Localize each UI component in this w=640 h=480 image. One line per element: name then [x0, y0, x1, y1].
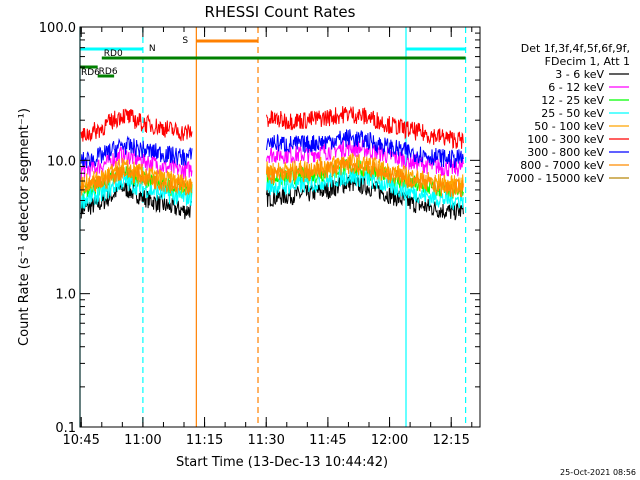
x-tick-label: 11:30 — [247, 433, 284, 448]
x-tick-label: 12:15 — [432, 433, 469, 448]
decimation-label: RD6 — [81, 68, 100, 78]
legend-label: 12 - 25 keV — [541, 94, 604, 107]
footer-timestamp: 25-Oct-2021 08:56 — [560, 468, 636, 477]
x-tick-label: 10:45 — [62, 433, 99, 448]
legend-label: 25 - 50 keV — [541, 107, 604, 120]
legend-header-line-1: Det 1f,3f,4f,5f,6f,9f, — [521, 42, 630, 55]
y-tick-label: 1.0 — [55, 288, 76, 303]
legend-label: 3 - 6 keV — [555, 68, 604, 81]
chart-title: RHESSI Count Rates — [205, 3, 356, 21]
series-line-0 — [80, 175, 464, 221]
legend-label: 800 - 7000 keV — [520, 159, 604, 172]
axes-layer: 0.1 1.0 10.0 100.0 10:45 11:00 11:15 11:30 11:45… — [39, 21, 481, 448]
legend-header-line-2: FDecim 1, Att 1 — [545, 55, 630, 68]
legend-label: 100 - 300 keV — [527, 133, 604, 146]
y-tick-label: 10.0 — [47, 154, 76, 169]
series-line-7 — [80, 156, 464, 198]
x-tick-label: 11:00 — [124, 433, 161, 448]
night-label: N — [149, 44, 156, 54]
decimation-label: RD6 — [99, 67, 118, 77]
series-line-3 — [80, 168, 464, 211]
legend-label: 7000 - 15000 keV — [506, 172, 604, 185]
x-tick-label: 11:45 — [309, 433, 346, 448]
legend-label: 6 - 12 keV — [548, 81, 604, 94]
y-tick-label: 0.1 — [55, 421, 76, 436]
x-tick-label: 12:00 — [371, 433, 408, 448]
series-line-6 — [80, 129, 464, 169]
series-layer — [80, 105, 464, 221]
x-tick-label: 11:15 — [186, 433, 223, 448]
plot-frame — [79, 26, 481, 428]
y-tick-label: 100.0 — [39, 21, 76, 36]
saa-label: S — [182, 36, 188, 46]
y-axis-label: Count Rate (s⁻¹ detector segment⁻¹) — [17, 108, 32, 346]
decimation-label: RD0 — [104, 49, 123, 59]
legend-label: 50 - 100 keV — [534, 120, 604, 133]
legend: Det 1f,3f,4f,5f,6f,9f, FDecim 1, Att 1 3… — [506, 42, 630, 185]
series-line-5 — [80, 105, 464, 149]
x-axis-label: Start Time (13-Dec-13 10:44:42) — [176, 455, 388, 470]
legend-label: 300 - 800 keV — [527, 146, 604, 159]
